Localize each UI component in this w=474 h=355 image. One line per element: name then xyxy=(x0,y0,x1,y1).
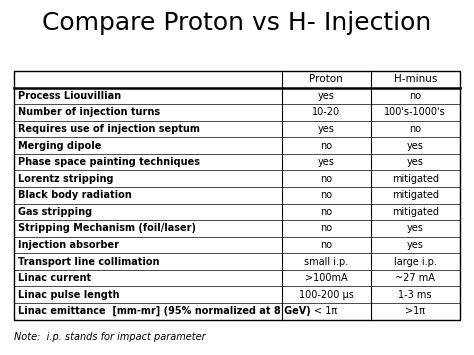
Text: no: no xyxy=(320,190,332,200)
Text: Number of injection turns: Number of injection turns xyxy=(18,108,160,118)
Text: H-minus: H-minus xyxy=(393,74,437,84)
Text: Injection absorber: Injection absorber xyxy=(18,240,118,250)
Text: >100mA: >100mA xyxy=(305,273,347,283)
Text: no: no xyxy=(320,174,332,184)
Text: no: no xyxy=(320,207,332,217)
Text: >1π: >1π xyxy=(405,306,425,316)
Text: Transport line collimation: Transport line collimation xyxy=(18,257,159,267)
Text: large i.p.: large i.p. xyxy=(394,257,437,267)
Text: 1-3 ms: 1-3 ms xyxy=(399,290,432,300)
Text: Process Liouvillian: Process Liouvillian xyxy=(18,91,121,101)
Text: ~27 mA: ~27 mA xyxy=(395,273,435,283)
Text: Proton: Proton xyxy=(309,74,343,84)
Text: 10-20: 10-20 xyxy=(312,108,340,118)
Text: yes: yes xyxy=(407,157,424,167)
Text: no: no xyxy=(320,141,332,151)
Text: yes: yes xyxy=(318,91,335,101)
Text: Black body radiation: Black body radiation xyxy=(18,190,131,200)
Text: Phase space painting techniques: Phase space painting techniques xyxy=(18,157,200,167)
Text: 100-200 μs: 100-200 μs xyxy=(299,290,354,300)
Text: Requires use of injection septum: Requires use of injection septum xyxy=(18,124,200,134)
Text: yes: yes xyxy=(407,240,424,250)
Text: Gas stripping: Gas stripping xyxy=(18,207,91,217)
Text: mitigated: mitigated xyxy=(392,207,439,217)
Text: < 1π: < 1π xyxy=(314,306,338,316)
Text: mitigated: mitigated xyxy=(392,174,439,184)
Text: Compare Proton vs H- Injection: Compare Proton vs H- Injection xyxy=(42,11,432,35)
Text: yes: yes xyxy=(407,141,424,151)
Text: Stripping Mechanism (foil/laser): Stripping Mechanism (foil/laser) xyxy=(18,223,196,233)
Text: Linac pulse length: Linac pulse length xyxy=(18,290,119,300)
Text: yes: yes xyxy=(318,124,335,134)
Text: small i.p.: small i.p. xyxy=(304,257,348,267)
Text: Note:  i.p. stands for impact parameter: Note: i.p. stands for impact parameter xyxy=(14,332,206,342)
Text: Linac emittance  [mm-mr] (95% normalized at 8 GeV): Linac emittance [mm-mr] (95% normalized … xyxy=(18,306,310,316)
Text: no: no xyxy=(320,240,332,250)
Text: mitigated: mitigated xyxy=(392,190,439,200)
Text: yes: yes xyxy=(318,157,335,167)
Text: Merging dipole: Merging dipole xyxy=(18,141,101,151)
Text: no: no xyxy=(409,91,421,101)
Text: no: no xyxy=(409,124,421,134)
Text: yes: yes xyxy=(407,223,424,233)
Text: 100's-1000's: 100's-1000's xyxy=(384,108,446,118)
Text: no: no xyxy=(320,223,332,233)
Text: Lorentz stripping: Lorentz stripping xyxy=(18,174,113,184)
Text: Linac current: Linac current xyxy=(18,273,91,283)
